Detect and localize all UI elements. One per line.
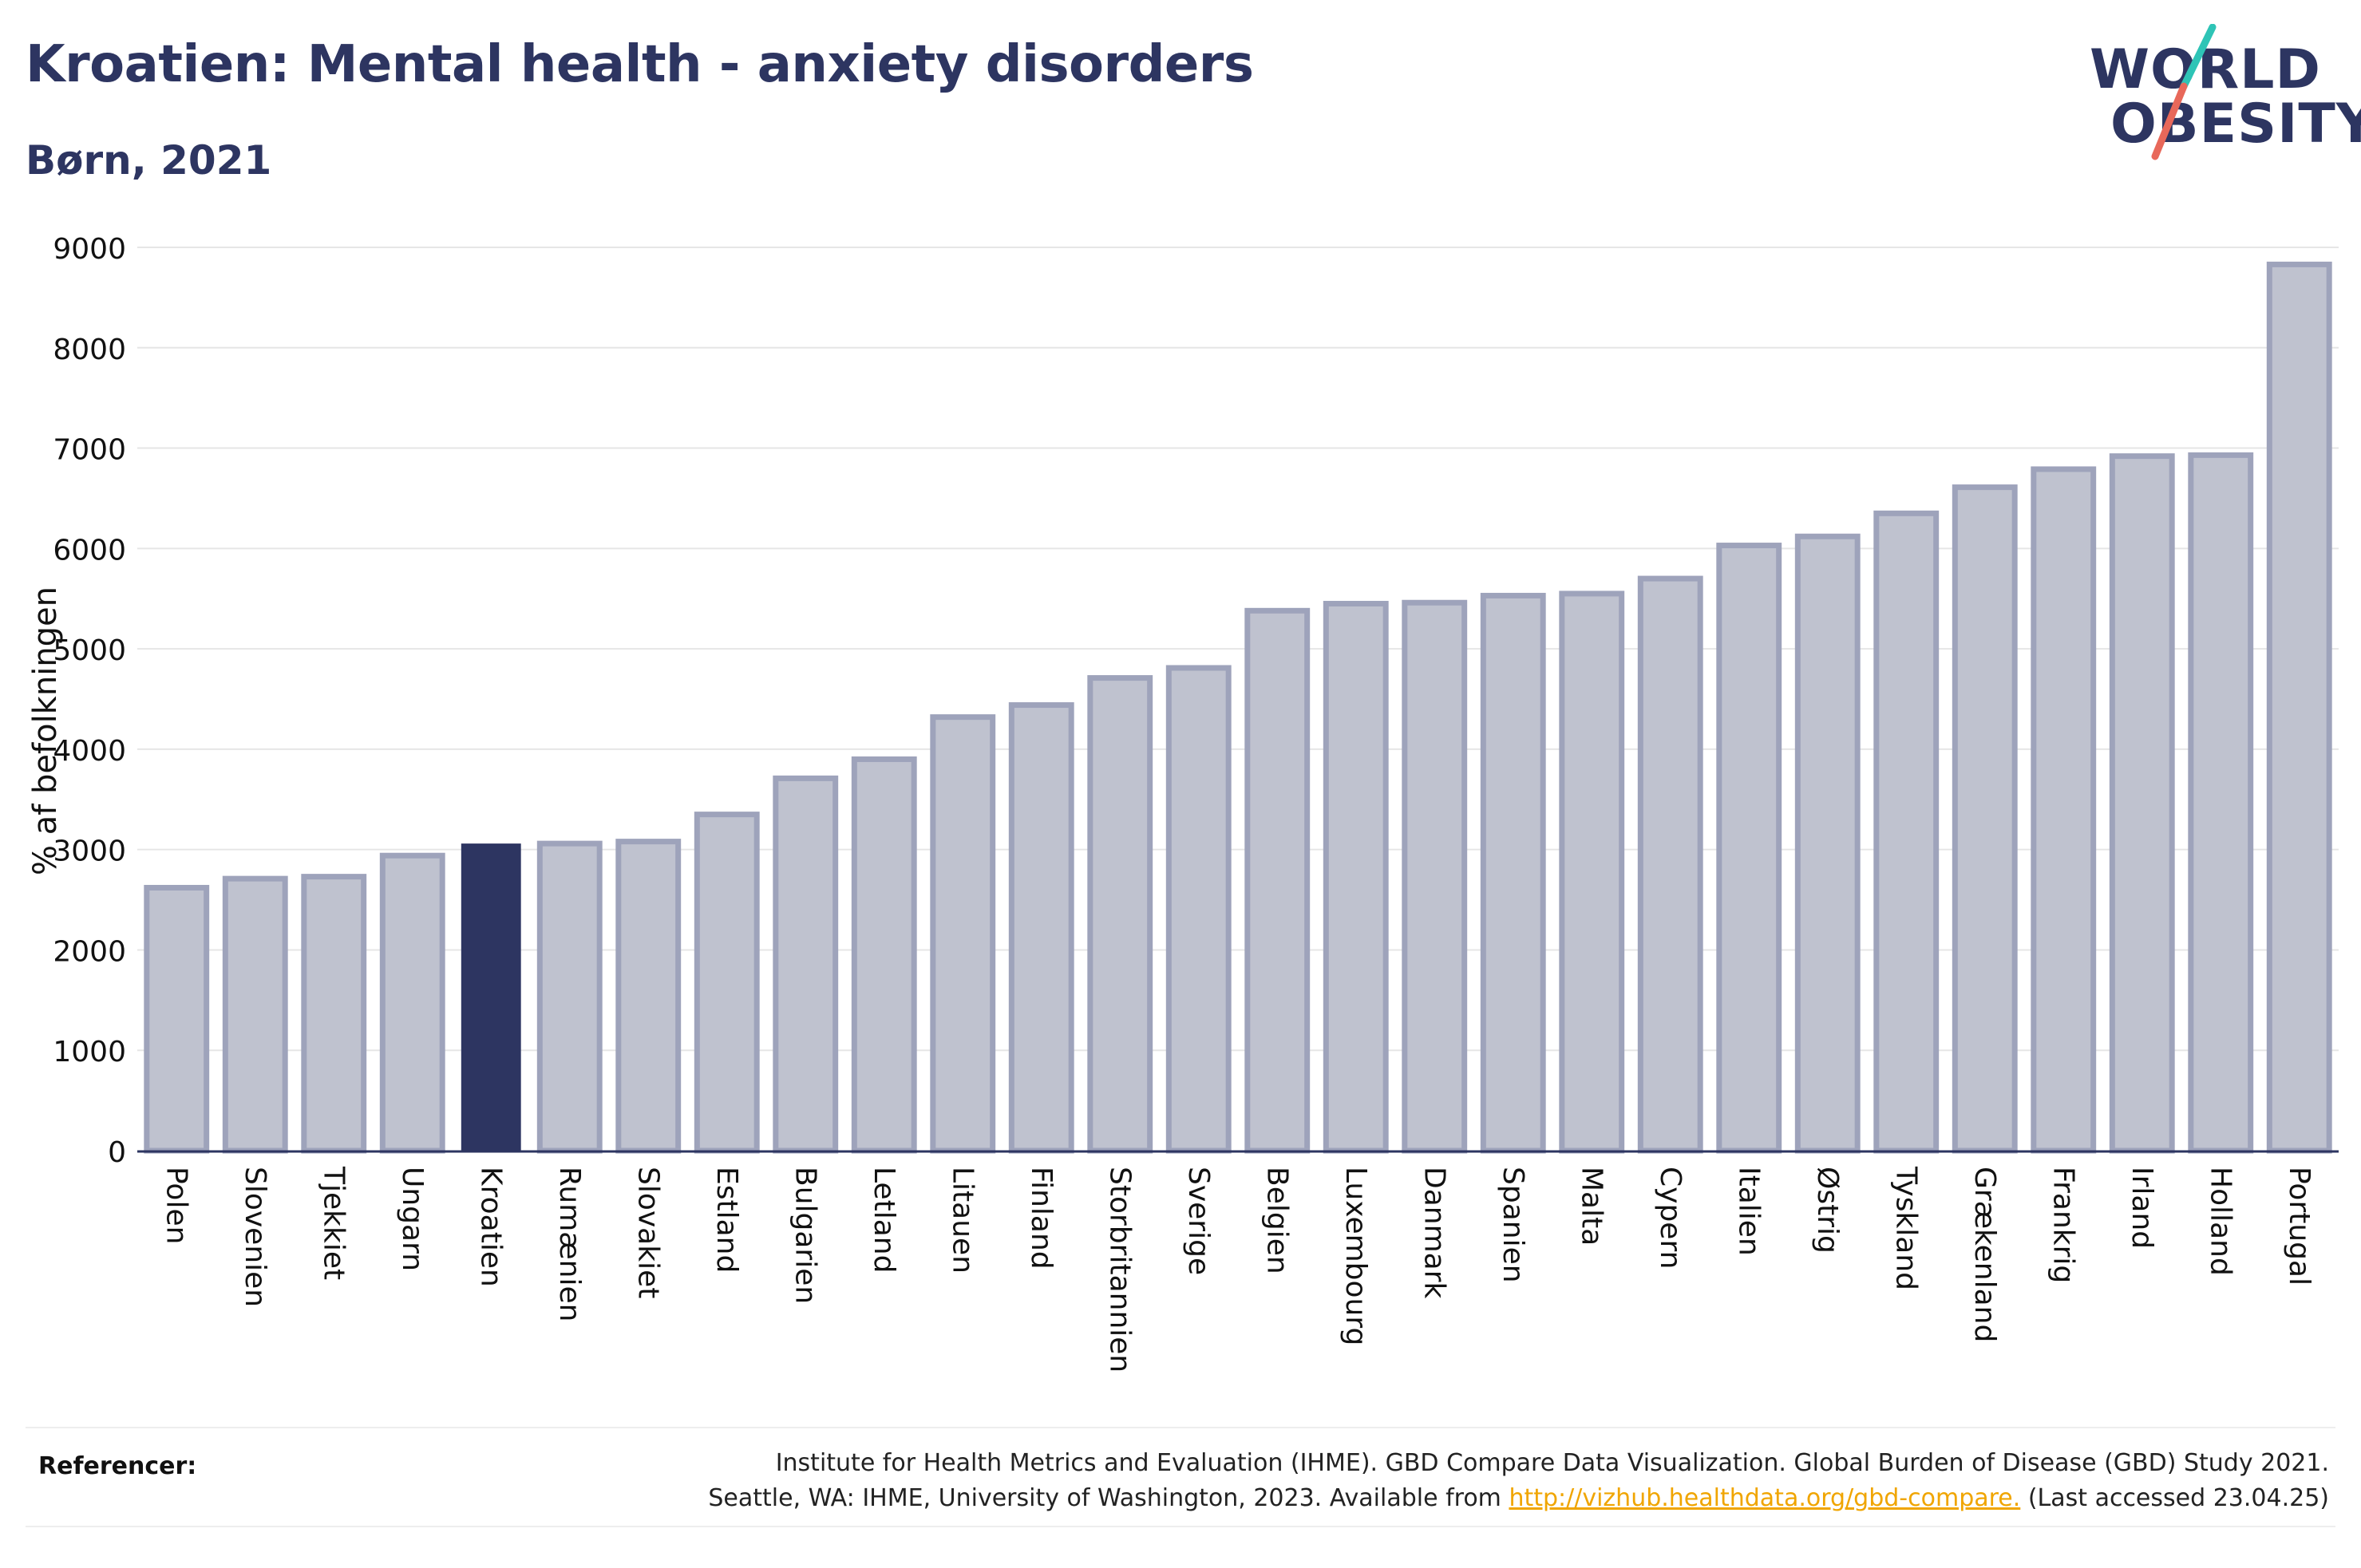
x-tick-label: Storbritannien — [1103, 1167, 1136, 1372]
x-tick-label: Estland — [710, 1167, 743, 1273]
references-bottom-rule — [26, 1526, 2335, 1527]
x-tick-label: Slovenien — [239, 1167, 271, 1307]
bar-sverige — [1165, 665, 1232, 1154]
y-tick-label: 5000 — [53, 634, 126, 667]
world-obesity-logo: WORLD OBESITY — [2075, 24, 2361, 168]
x-tick-label: Malta — [1575, 1167, 1608, 1246]
references-top-rule — [26, 1427, 2335, 1428]
bar-danmark — [1402, 599, 1468, 1154]
bar-østrig — [1794, 533, 1861, 1154]
y-tick-label: 3000 — [53, 835, 126, 868]
bar-rumænien — [536, 840, 603, 1154]
reference-line-2-prefix: Seattle, WA: IHME, University of Washing… — [708, 1484, 1509, 1512]
x-tick-label: Østrig — [1811, 1167, 1844, 1254]
x-tick-label: Polen — [160, 1167, 192, 1244]
x-tick-label: Tyskland — [1889, 1166, 1922, 1290]
bar-grækenland — [1952, 484, 2018, 1154]
bar-slovakiet — [615, 839, 682, 1154]
bar-irland — [2109, 453, 2175, 1154]
bar-kroatien — [461, 843, 521, 1151]
bar-polen — [144, 884, 210, 1154]
y-tick-labels: 0 1000 2000 3000 4000 5000 6000 7000 8000 9000 — [53, 233, 126, 1169]
bar-bulgarien — [773, 775, 839, 1154]
y-axis-label: % af befolkningen — [27, 587, 64, 875]
x-tick-label: Letland — [868, 1167, 900, 1273]
x-tick-label: Belgien — [1260, 1167, 1293, 1274]
bar-letland — [851, 756, 917, 1154]
bar-tyskland — [1873, 510, 1940, 1154]
logo-word-obesity: OBESITY — [2110, 93, 2361, 156]
logo-word-world: WORLD — [2090, 38, 2321, 101]
reference-link[interactable]: http://vizhub.healthdata.org/gbd-compare… — [1509, 1484, 2021, 1512]
bars — [144, 261, 2332, 1154]
reference-line-2: Seattle, WA: IHME, University of Washing… — [708, 1481, 2329, 1516]
y-tick-label: 4000 — [53, 735, 126, 768]
bar-chart: 0 1000 2000 3000 4000 5000 6000 7000 8000 9000 Po… — [27, 233, 2339, 1372]
x-tick-label: Tjekkiet — [317, 1166, 350, 1280]
x-tick-label: Litauen — [946, 1167, 979, 1274]
x-tick-label: Italien — [1732, 1167, 1765, 1256]
y-tick-label: 7000 — [53, 434, 126, 467]
bar-holland — [2188, 452, 2254, 1154]
x-tick-label: Holland — [2204, 1167, 2236, 1276]
x-tick-label: Danmark — [1418, 1167, 1450, 1299]
bar-storbritannien — [1087, 675, 1153, 1154]
bar-ungarn — [379, 852, 445, 1154]
bar-portugal — [2266, 261, 2332, 1154]
y-tick-label: 2000 — [53, 935, 126, 968]
x-tick-label: Cypern — [1654, 1167, 1687, 1269]
y-tick-label: 8000 — [53, 334, 126, 366]
chart-subtitle: Børn, 2021 — [26, 137, 272, 184]
reference-line-2-suffix: (Last accessed 23.04.25) — [2020, 1484, 2329, 1512]
bar-italien — [1716, 543, 1782, 1154]
x-tick-label: Kroatien — [474, 1167, 507, 1287]
y-tick-label: 1000 — [53, 1036, 126, 1068]
x-tick-label: Bulgarien — [789, 1167, 821, 1304]
bar-spanien — [1480, 592, 1546, 1154]
x-tick-label: Luxembourg — [1339, 1167, 1372, 1345]
bar-cypern — [1637, 575, 1703, 1154]
x-tick-label: Grækenland — [1968, 1167, 2001, 1342]
references-text: Institute for Health Metrics and Evaluat… — [708, 1446, 2329, 1516]
x-tick-labels: Polen Slovenien Tjekkiet Ungarn Kroatien Rumæ… — [160, 1166, 2316, 1372]
bar-litauen — [930, 714, 996, 1154]
x-tick-label: Frankrig — [2047, 1167, 2079, 1283]
reference-line-1: Institute for Health Metrics and Evaluat… — [775, 1449, 2329, 1477]
x-tick-label: Sverige — [1182, 1167, 1215, 1275]
bar-frankrig — [2031, 466, 2097, 1154]
x-tick-label: Rumænien — [553, 1167, 586, 1321]
bar-luxembourg — [1323, 601, 1389, 1154]
bar-malta — [1559, 590, 1625, 1154]
x-tick-label: Spanien — [1497, 1167, 1529, 1283]
y-tick-label: 6000 — [53, 534, 126, 567]
bar-slovenien — [222, 875, 288, 1154]
bar-finland — [1008, 702, 1074, 1154]
x-tick-label: Slovakiet — [631, 1167, 664, 1298]
bar-belgien — [1244, 607, 1311, 1154]
bar-tjekkiet — [301, 874, 367, 1154]
references-label: Referencer: — [38, 1452, 197, 1480]
x-tick-label: Finland — [1025, 1167, 1058, 1270]
bar-estland — [694, 812, 760, 1154]
y-tick-label: 0 — [108, 1136, 126, 1169]
x-tick-label: Ungarn — [396, 1167, 429, 1271]
x-tick-label: Portugal — [2283, 1167, 2316, 1286]
y-tick-label: 9000 — [53, 233, 126, 266]
logo-slash-icon — [2151, 24, 2217, 160]
x-tick-label: Irland — [2126, 1167, 2158, 1249]
chart-title: Kroatien: Mental health - anxiety disord… — [26, 35, 1254, 94]
